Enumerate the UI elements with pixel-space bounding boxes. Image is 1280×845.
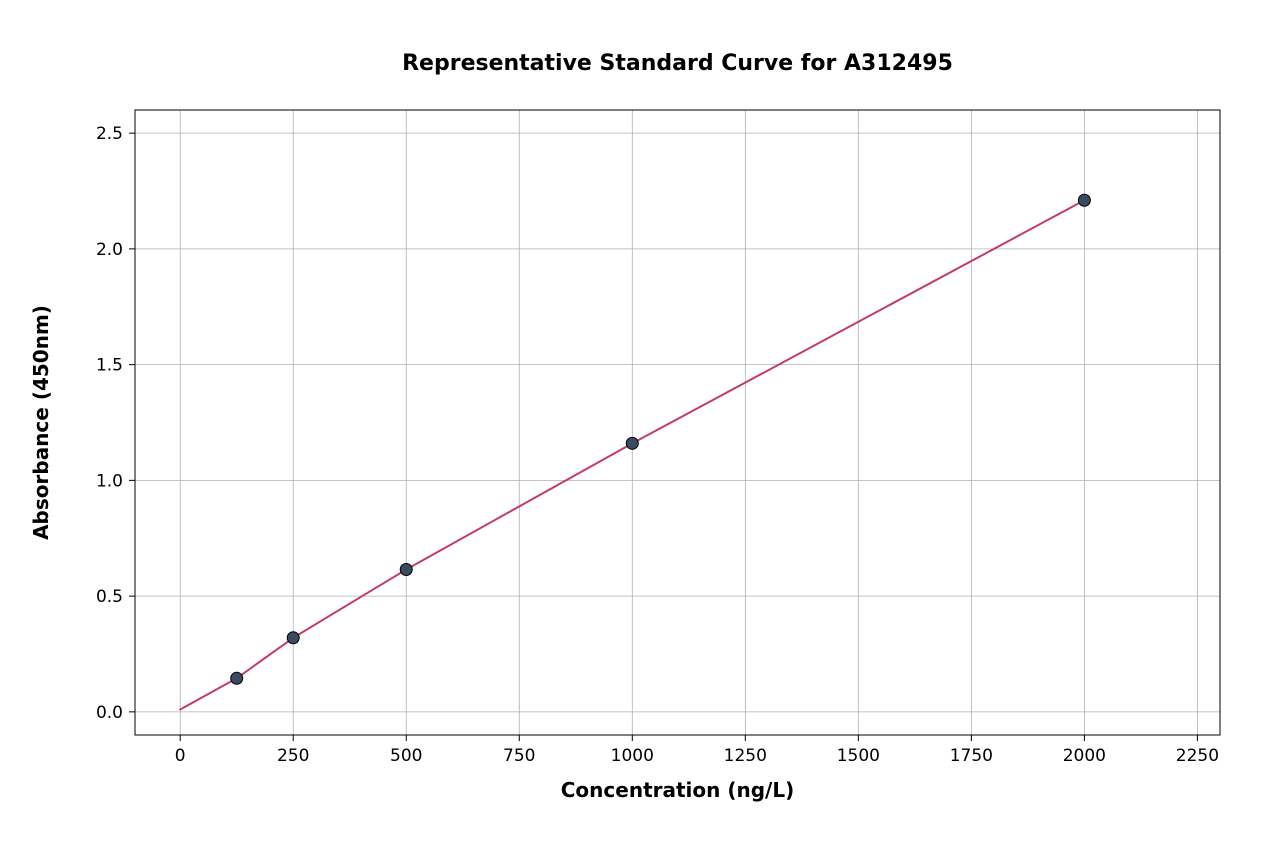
chart-title: Representative Standard Curve for A31249… (402, 51, 953, 76)
ytick-label: 0.0 (96, 703, 123, 723)
x-axis-label: Concentration (ng/L) (561, 778, 794, 802)
xtick-label: 2000 (1063, 746, 1106, 766)
standard-curve-chart: Representative Standard Curve for A31249… (0, 0, 1280, 845)
xtick-label: 1250 (724, 746, 767, 766)
ytick-label: 2.5 (96, 124, 123, 144)
data-point-marker (1078, 194, 1090, 206)
ytick-label: 1.5 (96, 356, 123, 376)
data-point-marker (626, 437, 638, 449)
xtick-label: 250 (277, 746, 309, 766)
xtick-label: 1000 (611, 746, 654, 766)
xtick-label: 0 (175, 746, 186, 766)
data-point-marker (231, 672, 243, 684)
xtick-label: 500 (390, 746, 422, 766)
data-point-marker (287, 632, 299, 644)
chart-container: Representative Standard Curve for A31249… (0, 0, 1280, 845)
xtick-label: 2250 (1176, 746, 1219, 766)
xtick-label: 1500 (837, 746, 880, 766)
ytick-label: 1.0 (96, 471, 123, 491)
y-axis-label: Absorbance (450nm) (29, 305, 53, 540)
ytick-label: 2.0 (96, 240, 123, 260)
xtick-label: 750 (503, 746, 535, 766)
ytick-label: 0.5 (96, 587, 123, 607)
data-point-marker (400, 563, 412, 575)
xtick-label: 1750 (950, 746, 993, 766)
